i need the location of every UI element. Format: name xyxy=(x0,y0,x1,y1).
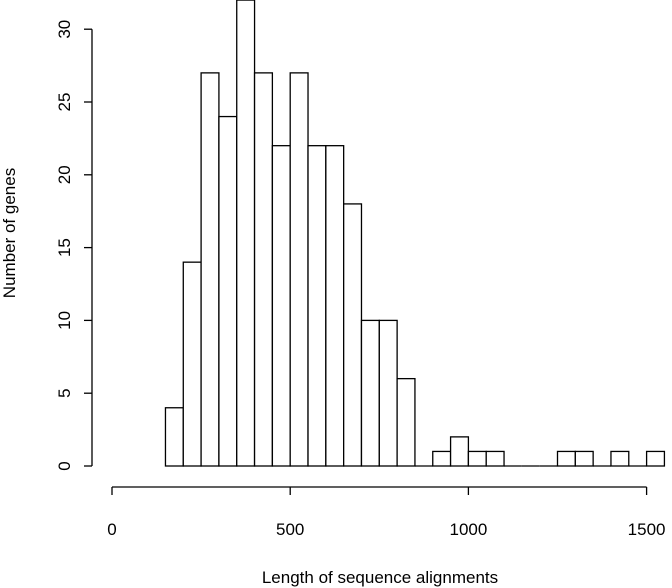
x-tick-label: 1500 xyxy=(628,520,666,539)
histogram-bar-7 xyxy=(289,72,309,467)
histogram-bar-9 xyxy=(325,145,345,467)
y-tick-label: 10 xyxy=(55,311,74,330)
y-tick-label: 30 xyxy=(55,20,74,39)
histogram-bar-18 xyxy=(485,450,505,467)
histogram-bar-2 xyxy=(200,72,220,467)
histogram-bar-3 xyxy=(218,115,238,467)
histogram-bar-17 xyxy=(467,450,487,467)
histogram-bar-23 xyxy=(574,450,594,467)
histogram-bar-6 xyxy=(271,145,291,467)
histogram-bar-10 xyxy=(343,203,363,467)
x-tick-label: 0 xyxy=(107,520,116,539)
histogram-bar-1 xyxy=(182,261,202,467)
histogram-bar-12 xyxy=(378,319,398,467)
y-tick-label: 25 xyxy=(55,93,74,112)
histogram-bar-11 xyxy=(360,319,380,467)
x-axis: 0 500 1000 1500 xyxy=(107,486,666,539)
histogram-bar-0 xyxy=(164,407,184,467)
y-tick-label: 5 xyxy=(55,388,74,397)
y-axis-label: Number of genes xyxy=(0,168,19,298)
x-tick-label: 1000 xyxy=(449,520,487,539)
x-tick-label: 500 xyxy=(276,520,304,539)
histogram-bar-13 xyxy=(396,377,416,467)
histogram-bar-5 xyxy=(253,72,274,467)
x-axis-label: Length of sequence alignments xyxy=(262,568,498,587)
histogram-bar-15 xyxy=(432,450,452,467)
histogram-bar-4 xyxy=(236,0,256,467)
y-axis: 0 5 10 15 20 25 30 xyxy=(55,20,93,471)
histogram-bar-16 xyxy=(449,436,470,467)
bars-group xyxy=(164,0,666,467)
histogram-bar-25 xyxy=(610,450,630,467)
y-tick-label: 20 xyxy=(55,165,74,184)
histogram-bar-22 xyxy=(556,450,576,467)
y-tick-label: 15 xyxy=(55,238,74,257)
histogram-bar-8 xyxy=(307,145,327,467)
y-tick-label: 0 xyxy=(55,461,74,470)
histogram-bar-27 xyxy=(645,450,666,467)
